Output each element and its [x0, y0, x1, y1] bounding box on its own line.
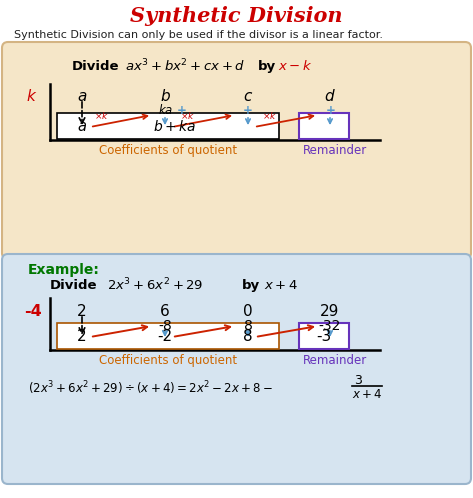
Text: 6: 6 — [160, 303, 170, 319]
Text: -2: -2 — [158, 329, 173, 344]
FancyBboxPatch shape — [57, 323, 279, 349]
Text: 2: 2 — [77, 329, 87, 344]
Text: $d$: $d$ — [324, 88, 336, 104]
FancyBboxPatch shape — [299, 113, 349, 139]
Text: $\times k$: $\times k$ — [181, 110, 195, 121]
Text: Coefficients of quotient: Coefficients of quotient — [99, 143, 237, 156]
Text: $b + ka$: $b + ka$ — [153, 119, 197, 133]
Text: $x-k$: $x-k$ — [278, 59, 313, 73]
Text: Synthetic Division can only be used if the divisor is a linear factor.: Synthetic Division can only be used if t… — [14, 30, 383, 40]
Text: +: + — [326, 104, 336, 117]
Text: Synthetic Division: Synthetic Division — [130, 6, 343, 26]
Text: $ka$: $ka$ — [158, 103, 173, 117]
Text: +: + — [177, 104, 187, 117]
Text: $x+4$: $x+4$ — [264, 278, 298, 291]
Text: $2x^3+6x^2+29$: $2x^3+6x^2+29$ — [107, 277, 203, 293]
Text: 0: 0 — [243, 303, 253, 319]
Text: by: by — [242, 278, 260, 291]
Text: $\times k$: $\times k$ — [263, 110, 278, 121]
Text: -8: -8 — [158, 319, 172, 333]
Text: $b$: $b$ — [159, 88, 170, 104]
Text: $a$: $a$ — [77, 119, 87, 133]
FancyBboxPatch shape — [2, 42, 471, 259]
Text: $k$: $k$ — [26, 88, 38, 104]
Text: -4: -4 — [24, 303, 42, 319]
Text: +: + — [243, 104, 253, 117]
Text: 8: 8 — [243, 329, 253, 344]
Text: Divide: Divide — [50, 278, 97, 291]
Text: $ax^3+bx^2+cx+d$: $ax^3+bx^2+cx+d$ — [125, 58, 245, 74]
Text: Example:: Example: — [28, 263, 100, 277]
Text: Remainder: Remainder — [303, 354, 367, 367]
Text: $x+4$: $x+4$ — [352, 387, 382, 400]
Text: $c$: $c$ — [243, 89, 253, 104]
FancyBboxPatch shape — [2, 254, 471, 484]
Text: 8: 8 — [244, 319, 253, 333]
Text: $(2x^3+6x^2+29)\div(x+4)=2x^2-2x+8-$: $(2x^3+6x^2+29)\div(x+4)=2x^2-2x+8-$ — [28, 379, 273, 397]
Text: $a$: $a$ — [77, 89, 87, 104]
Text: Divide: Divide — [72, 59, 120, 73]
FancyBboxPatch shape — [299, 323, 349, 349]
Text: 3: 3 — [354, 374, 362, 386]
Text: Remainder: Remainder — [303, 143, 367, 156]
FancyBboxPatch shape — [57, 113, 279, 139]
Text: -3: -3 — [316, 329, 332, 344]
Text: -32: -32 — [319, 319, 341, 333]
Text: 2: 2 — [77, 303, 87, 319]
Text: Coefficients of quotient: Coefficients of quotient — [99, 354, 237, 367]
Text: $\times k$: $\times k$ — [95, 110, 110, 121]
Text: 29: 29 — [320, 303, 340, 319]
Text: by: by — [258, 59, 276, 73]
